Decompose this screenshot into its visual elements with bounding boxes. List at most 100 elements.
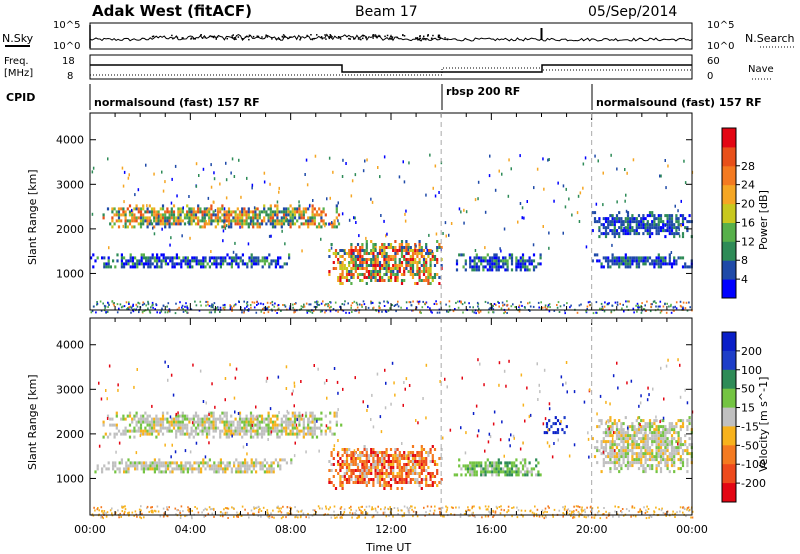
data-cell: [658, 508, 660, 511]
data-cell: [232, 216, 235, 220]
data-cell: [407, 248, 410, 252]
data-cell: [398, 475, 401, 478]
data-cell: [485, 508, 488, 511]
data-cell: [311, 311, 314, 314]
data-cell: [311, 411, 314, 415]
data-cell: [105, 265, 108, 269]
data-cell: [190, 210, 193, 214]
data-cell: [340, 506, 343, 508]
data-cell: [611, 449, 614, 453]
data-cell: [204, 467, 207, 471]
data-cell: [668, 422, 671, 426]
noise-left-label: N.Sky: [2, 32, 34, 45]
data-cell: [188, 219, 191, 223]
data-cell: [508, 256, 511, 260]
data-cell: [602, 203, 604, 207]
data-cell: [526, 473, 529, 477]
data-cell: [280, 420, 283, 424]
data-cell: [387, 484, 390, 487]
data-cell: [400, 282, 404, 285]
data-cell: [334, 255, 338, 258]
data-cell: [219, 464, 222, 468]
data-cell: [640, 446, 643, 450]
data-cell: [431, 460, 434, 463]
data-cell: [604, 217, 608, 221]
data-cell: [345, 279, 349, 282]
data-cell: [548, 231, 550, 235]
data-cell: [296, 426, 299, 430]
data-cell: [150, 432, 154, 436]
data-cell: [134, 461, 137, 465]
data-cell: [186, 306, 188, 309]
data-cell: [266, 307, 268, 310]
data-cell: [562, 506, 564, 509]
data-cell: [646, 443, 649, 447]
data-cell: [686, 507, 689, 510]
data-cell: [495, 259, 498, 263]
data-cell: [177, 207, 180, 211]
data-cell: [484, 461, 487, 465]
data-cell: [670, 303, 672, 306]
data-cell: [249, 210, 253, 214]
data-cell: [350, 508, 352, 511]
data-cell: [166, 210, 169, 214]
data-cell: [315, 426, 319, 430]
data-cell: [361, 511, 364, 513]
data-cell: [249, 435, 253, 439]
data-cell: [269, 182, 271, 186]
data-cell: [484, 256, 487, 260]
data-cell: [237, 262, 240, 266]
data-cell: [298, 225, 301, 229]
data-cell: [363, 448, 366, 451]
data-cell: [416, 267, 419, 270]
data-cell: [646, 422, 649, 426]
data-cell: [383, 466, 386, 469]
data-cell: [484, 265, 487, 269]
data-cell: [392, 463, 395, 466]
data-cell: [189, 464, 192, 468]
data-cell: [135, 207, 138, 211]
data-cell: [670, 434, 674, 438]
data-cell: [168, 420, 171, 424]
data-cell: [234, 417, 237, 421]
data-cell: [543, 187, 545, 191]
data-cell: [178, 306, 180, 309]
data-cell: [318, 222, 321, 226]
data-cell: [668, 232, 671, 236]
data-cell: [135, 420, 138, 424]
data-cell: [446, 310, 448, 313]
noise-point: [415, 37, 417, 39]
data-cell: [129, 464, 132, 468]
data-cell: [155, 210, 158, 214]
data-cell: [384, 310, 387, 313]
data-cell: [467, 506, 469, 509]
data-cell: [241, 426, 244, 430]
data-cell: [252, 420, 255, 424]
data-cell: [192, 213, 195, 217]
data-cell: [201, 210, 204, 214]
data-cell: [208, 432, 211, 436]
data-cell: [211, 512, 214, 515]
data-cell: [120, 432, 123, 436]
data-cell: [646, 226, 649, 230]
data-cell: [302, 426, 305, 430]
data-cell: [117, 216, 121, 220]
data-cell: [237, 256, 240, 260]
data-cell: [226, 511, 229, 514]
data-cell: [664, 428, 667, 432]
data-cell: [186, 414, 189, 418]
data-cell: [249, 429, 253, 433]
data-cell: [115, 432, 118, 436]
data-cell: [644, 440, 647, 444]
data-cell: [495, 303, 497, 306]
data-cell: [429, 472, 432, 475]
data-cell: [657, 305, 660, 308]
data-cell: [620, 259, 623, 263]
data-cell: [133, 426, 136, 430]
data-cell: [587, 301, 590, 304]
data-cell: [343, 472, 346, 475]
data-cell: [486, 464, 489, 468]
data-cell: [282, 420, 286, 424]
data-cell: [620, 229, 623, 233]
data-cell: [324, 414, 327, 418]
